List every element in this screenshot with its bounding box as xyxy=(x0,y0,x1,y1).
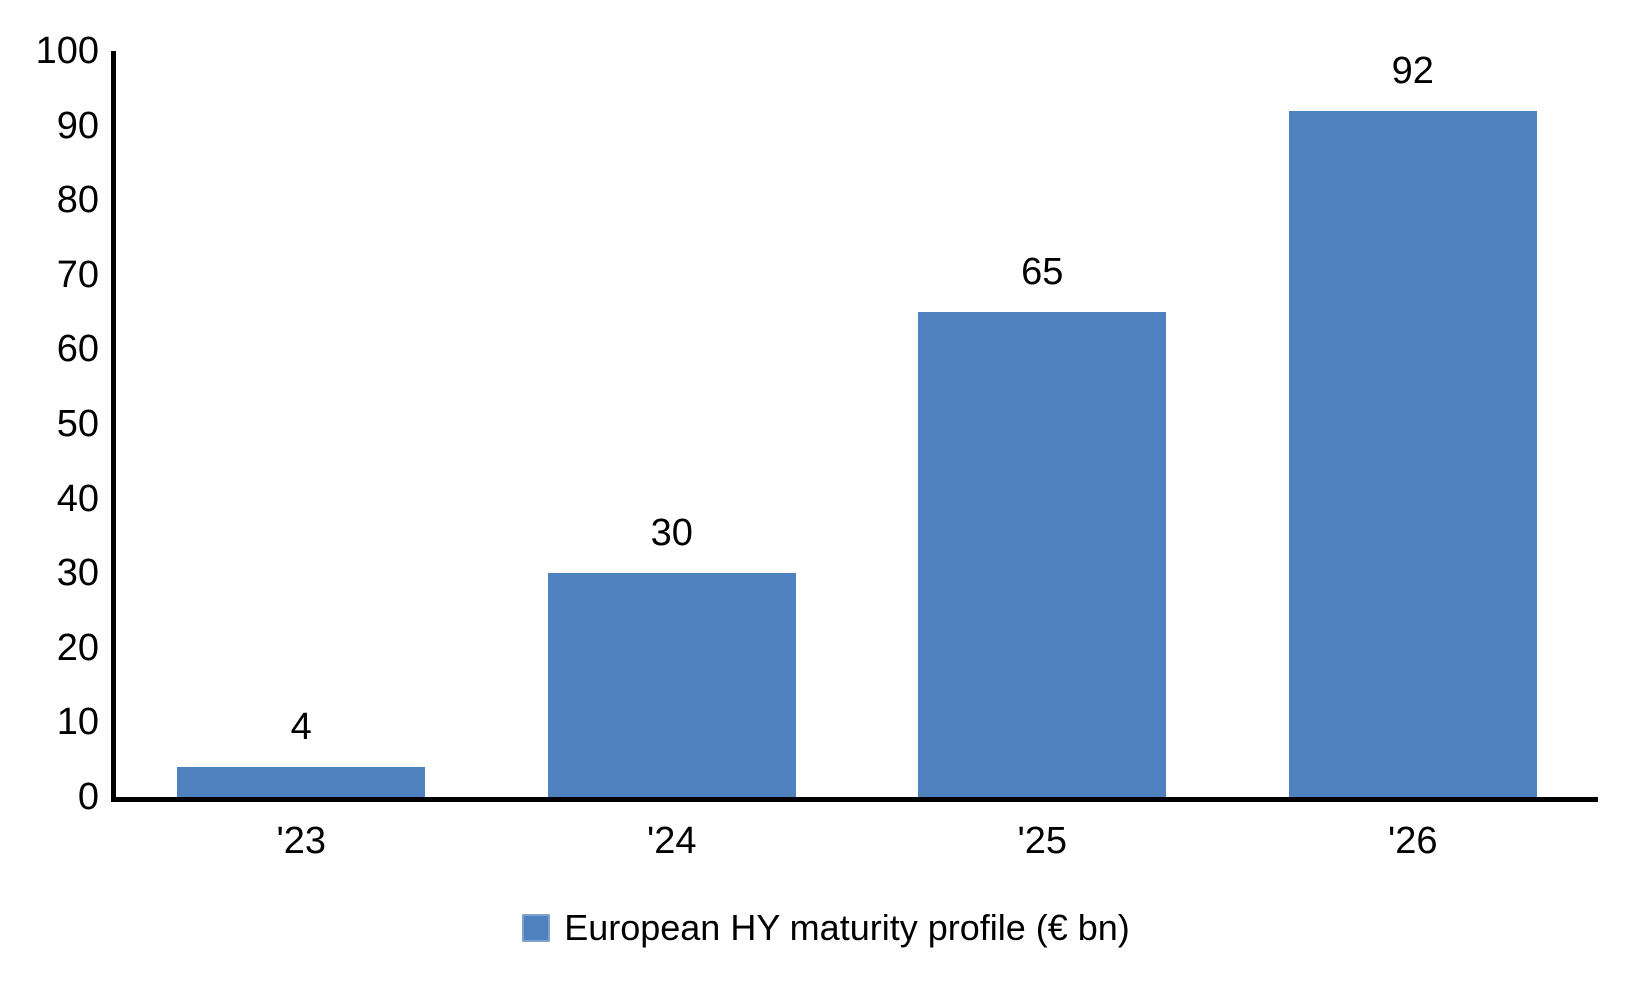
x-axis: '23 '24 '25 '26 xyxy=(116,822,1598,862)
y-tick-label: 60 xyxy=(56,328,99,371)
legend-swatch-icon xyxy=(522,914,551,942)
y-tick-label: 20 xyxy=(56,626,99,669)
bar xyxy=(918,312,1167,797)
y-tick-label: 100 xyxy=(35,30,99,72)
legend-label: European HY maturity profile (€ bn) xyxy=(564,907,1130,948)
bar-value-label: 92 xyxy=(1391,49,1434,92)
bar xyxy=(177,767,426,797)
bar xyxy=(547,573,796,797)
x-tick-label: '25 xyxy=(1017,820,1068,862)
bar xyxy=(1288,110,1537,797)
y-tick-label: 40 xyxy=(56,477,99,520)
y-tick-label: 0 xyxy=(77,776,99,818)
y-tick-label: 50 xyxy=(56,403,99,445)
y-tick-label: 10 xyxy=(56,701,99,744)
bar-value-label: 65 xyxy=(1021,251,1064,294)
y-tick-label: 70 xyxy=(56,253,99,296)
y-axis: 0 10 20 30 40 50 60 70 80 90 100 xyxy=(0,0,99,990)
legend: European HY maturity profile (€ bn) xyxy=(0,905,1652,951)
bar-value-label: 4 xyxy=(290,706,312,749)
y-tick-label: 90 xyxy=(56,104,99,147)
plot-area: 4 30 65 92 xyxy=(111,51,1598,802)
y-tick-label: 80 xyxy=(56,179,99,222)
y-tick-label: 30 xyxy=(56,552,99,595)
x-tick-label: '23 xyxy=(276,820,327,862)
bar-value-label: 30 xyxy=(650,512,693,555)
x-tick-label: '26 xyxy=(1387,820,1438,862)
x-tick-label: '24 xyxy=(646,820,697,862)
